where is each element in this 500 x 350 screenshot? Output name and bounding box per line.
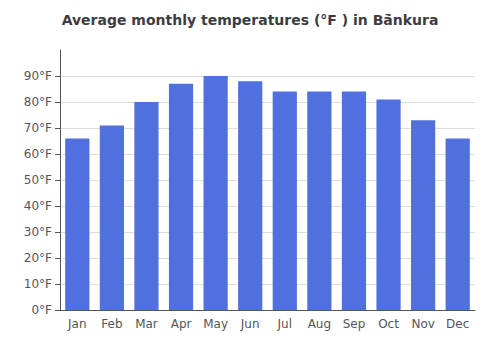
svg-text:May: May: [203, 317, 228, 331]
svg-text:Jan: Jan: [67, 317, 87, 331]
svg-text:Sep: Sep: [343, 317, 366, 331]
svg-text:10°F: 10°F: [24, 277, 52, 291]
svg-text:40°F: 40°F: [24, 199, 52, 213]
svg-text:50°F: 50°F: [24, 173, 52, 187]
svg-text:Apr: Apr: [171, 317, 192, 331]
svg-text:60°F: 60°F: [24, 147, 52, 161]
svg-text:0°F: 0°F: [31, 303, 52, 317]
svg-text:70°F: 70°F: [24, 121, 52, 135]
svg-text:Dec: Dec: [446, 317, 469, 331]
svg-text:Average monthly temperatures (: Average monthly temperatures (°F ) in Bā…: [62, 12, 439, 28]
svg-text:Nov: Nov: [411, 317, 434, 331]
svg-text:Jun: Jun: [240, 317, 260, 331]
svg-text:Feb: Feb: [101, 317, 122, 331]
svg-text:Mar: Mar: [135, 317, 158, 331]
svg-text:Jul: Jul: [277, 317, 292, 331]
svg-text:Aug: Aug: [308, 317, 331, 331]
svg-text:20°F: 20°F: [24, 251, 52, 265]
svg-text:Oct: Oct: [378, 317, 399, 331]
svg-text:30°F: 30°F: [24, 225, 52, 239]
svg-text:80°F: 80°F: [24, 95, 52, 109]
svg-text:90°F: 90°F: [24, 69, 52, 83]
